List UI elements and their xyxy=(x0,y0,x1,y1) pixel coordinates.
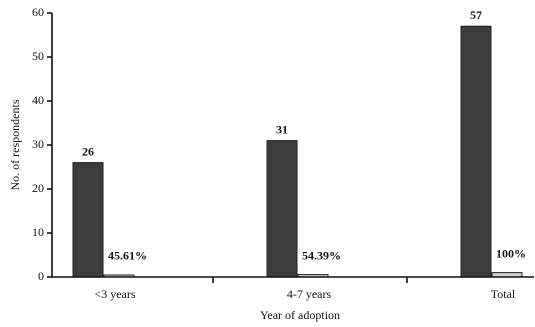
x-tick-label: <3 years xyxy=(94,287,135,301)
y-tick-label: 0 xyxy=(38,269,44,283)
value-label: 54.39% xyxy=(302,248,341,262)
bar xyxy=(460,25,492,278)
y-tick-label: 50 xyxy=(32,49,44,63)
value-label: 26 xyxy=(82,144,94,158)
y-tick-label: 60 xyxy=(32,5,44,19)
y-tick-label: 30 xyxy=(32,137,44,151)
value-label: 45.61% xyxy=(108,249,147,263)
x-tick-label: 4-7 years xyxy=(287,287,332,301)
y-axis-label: No. of respondents xyxy=(8,99,22,190)
x-axis-label: Year of adoption xyxy=(260,308,340,322)
x-tick-label: Total xyxy=(491,287,516,301)
bar xyxy=(72,162,104,278)
value-label: 31 xyxy=(276,122,288,136)
y-tick-label: 10 xyxy=(32,225,44,239)
value-label: 57 xyxy=(470,8,482,22)
value-label: 100% xyxy=(496,246,526,260)
bar xyxy=(266,140,298,278)
y-tick-label: 40 xyxy=(32,93,44,107)
y-tick-label: 20 xyxy=(32,181,44,195)
